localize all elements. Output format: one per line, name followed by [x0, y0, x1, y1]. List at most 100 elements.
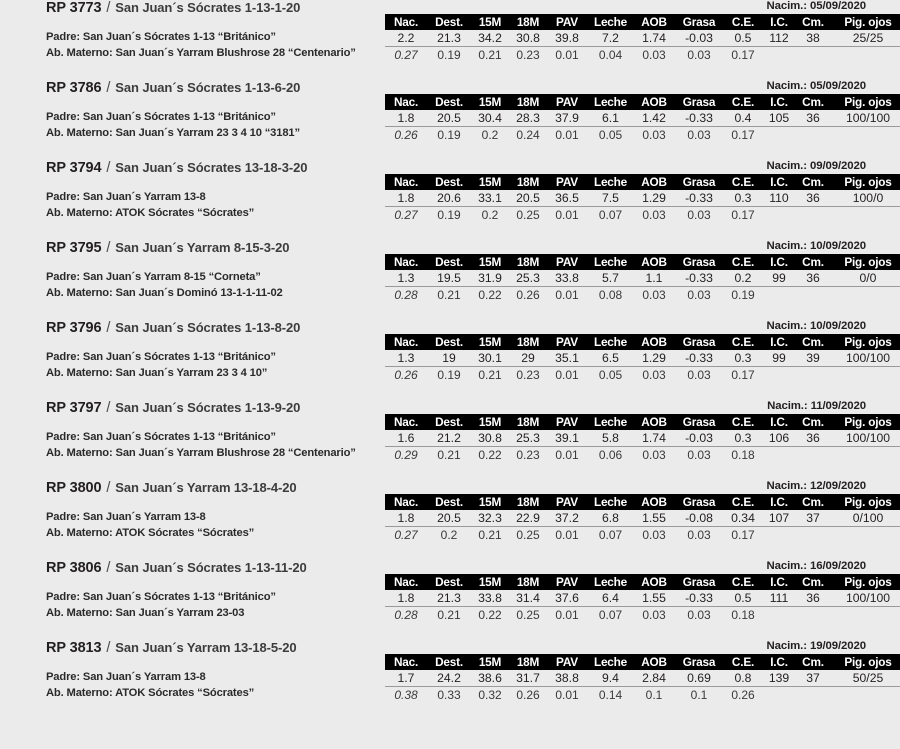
column-header: PAV	[556, 495, 578, 509]
metric-value: 1.8	[385, 510, 427, 527]
metric-value: -0.33	[674, 190, 724, 207]
metrics-table: Nac. Dest. 15M 18M PAV Leche AOB Grasa C.E. I.C. C…	[385, 654, 900, 703]
animal-title[interactable]: RP 3786 / San Juan´s Sócrates 1-13-6-20	[46, 80, 386, 96]
column-header: Dest.	[435, 335, 463, 349]
sire-line: Padre: San Juan´s Sócrates 1-13 “Británi…	[46, 111, 276, 123]
metric-accuracy: 0.01	[555, 48, 579, 62]
animal-block: RP 3806 / San Juan´s Sócrates 1-13-11-20…	[0, 560, 900, 640]
metric-value: 36	[796, 430, 830, 447]
metric-accuracy: 0.03	[642, 128, 666, 142]
animal-rp-code: RP 3797	[46, 400, 102, 416]
column-header: I.C.	[770, 415, 788, 429]
metric-value: 100/100	[830, 110, 900, 127]
column-header: Cm.	[802, 495, 824, 509]
animal-title[interactable]: RP 3813 / San Juan´s Yarram 13-18-5-20	[46, 640, 386, 656]
sire-line: Padre: San Juan´s Sócrates 1-13 “Británi…	[46, 431, 276, 443]
birth-date: Nacim.: 05/09/2020	[766, 0, 866, 12]
metric-accuracy: 0.18	[731, 608, 755, 622]
metric-value: 36	[796, 590, 830, 607]
metric-value: 1.55	[634, 510, 674, 527]
metric-accuracy: 0.26	[394, 128, 418, 142]
metric-accuracy: 0.03	[687, 448, 711, 462]
metric-accuracy: 0.33	[437, 688, 461, 702]
metric-value: 38.8	[547, 670, 587, 687]
column-header: PAV	[556, 655, 578, 669]
animal-identity: RP 3773 / San Juan´s Sócrates 1-13-1-20 P…	[46, 0, 386, 61]
column-header: Grasa	[682, 655, 716, 669]
column-header: Leche	[593, 255, 628, 269]
metric-accuracy	[796, 207, 830, 224]
metrics-panel: Nacim.: 10/09/2020 Nac. Dest. 15M 18M PAV Lech…	[385, 320, 900, 383]
metric-value: 0/0	[830, 270, 900, 287]
metric-value: 0.4	[724, 110, 762, 127]
metric-value: 1.3	[385, 270, 427, 287]
metric-value: 107	[762, 510, 796, 527]
column-header: C.E.	[731, 15, 755, 29]
metric-accuracy: 0.2	[481, 208, 499, 222]
metric-accuracy	[762, 127, 796, 144]
metric-accuracy: 0.26	[516, 288, 540, 302]
animal-block: RP 3797 / San Juan´s Sócrates 1-13-9-20 P…	[0, 400, 900, 480]
maternal-grandsire-line: Ab. Materno: San Juan´s Yarram Blushrose…	[46, 447, 356, 459]
column-header: AOB	[641, 255, 667, 269]
metric-value: 21.3	[427, 30, 471, 47]
column-header: I.C.	[770, 335, 788, 349]
metric-accuracy	[762, 47, 796, 64]
metric-accuracy: 0.24	[516, 128, 540, 142]
column-header: Dest.	[435, 175, 463, 189]
column-header: C.E.	[731, 655, 755, 669]
animal-title[interactable]: RP 3797 / San Juan´s Sócrates 1-13-9-20	[46, 400, 386, 416]
column-header: Grasa	[682, 575, 716, 589]
metric-accuracy: 0.07	[598, 608, 623, 622]
sire-line: Padre: San Juan´s Sócrates 1-13 “Británi…	[46, 591, 276, 603]
column-header: AOB	[641, 175, 667, 189]
metric-value: 24.2	[427, 670, 471, 687]
animal-title[interactable]: RP 3794 / San Juan´s Sócrates 13-18-3-20	[46, 160, 386, 176]
metric-accuracy	[830, 127, 900, 144]
animal-block: RP 3795 / San Juan´s Yarram 8-15-3-20 Pad…	[0, 240, 900, 320]
metric-accuracy: 0.22	[478, 608, 502, 622]
column-header: 18M	[516, 655, 540, 669]
metric-accuracy: 0.03	[642, 528, 666, 542]
title-separator: /	[106, 240, 111, 256]
metric-accuracy	[796, 527, 830, 544]
metrics-header-row: Nac. Dest. 15M 18M PAV Leche AOB Grasa C.E. I.C. C…	[385, 14, 900, 30]
metric-value: 100/100	[830, 590, 900, 607]
column-header: Cm.	[802, 15, 824, 29]
metric-value: 31.7	[509, 670, 547, 687]
column-header: Cm.	[802, 255, 824, 269]
metric-value: 20.5	[427, 510, 471, 527]
metric-value: 1.74	[634, 30, 674, 47]
animal-title[interactable]: RP 3795 / San Juan´s Yarram 8-15-3-20	[46, 240, 386, 256]
column-header: C.E.	[731, 415, 755, 429]
animal-title[interactable]: RP 3796 / San Juan´s Sócrates 1-13-8-20	[46, 320, 386, 336]
column-header: 15M	[478, 415, 502, 429]
column-header: Cm.	[802, 95, 824, 109]
animal-title[interactable]: RP 3806 / San Juan´s Sócrates 1-13-11-20	[46, 560, 386, 576]
column-header: Grasa	[682, 15, 716, 29]
metric-value: 21.3	[427, 590, 471, 607]
metric-accuracy: 0.03	[687, 288, 711, 302]
metric-accuracy	[796, 47, 830, 64]
animal-title[interactable]: RP 3800 / San Juan´s Yarram 13-18-4-20	[46, 480, 386, 496]
column-header: PAV	[556, 175, 578, 189]
column-header: C.E.	[731, 495, 755, 509]
metrics-panel: Nacim.: 05/09/2020 Nac. Dest. 15M 18M PAV Lech…	[385, 0, 900, 64]
column-header: AOB	[641, 415, 667, 429]
column-header: AOB	[641, 575, 667, 589]
sire-line: Padre: San Juan´s Yarram 13-8	[46, 191, 206, 203]
metric-accuracy: 0.17	[731, 368, 755, 382]
metrics-panel: Nacim.: 10/09/2020 Nac. Dest. 15M 18M PAV Lech…	[385, 240, 900, 303]
title-separator: /	[106, 560, 111, 576]
column-header: Dest.	[435, 575, 463, 589]
metrics-header-row: Nac. Dest. 15M 18M PAV Leche AOB Grasa C.E. I.C. C…	[385, 94, 900, 110]
column-header: I.C.	[770, 575, 788, 589]
metric-accuracy: 0.17	[731, 208, 755, 222]
animal-title[interactable]: RP 3773 / San Juan´s Sócrates 1-13-1-20	[46, 0, 386, 16]
column-header: Leche	[593, 175, 628, 189]
metric-accuracy: 0.08	[598, 288, 623, 302]
metrics-table: Nac. Dest. 15M 18M PAV Leche AOB Grasa C.E. I.C. C…	[385, 254, 900, 303]
animal-name: San Juan´s Sócrates 1-13-8-20	[115, 320, 301, 335]
metric-value: 100/0	[830, 190, 900, 207]
metric-accuracy: 0.03	[687, 528, 711, 542]
